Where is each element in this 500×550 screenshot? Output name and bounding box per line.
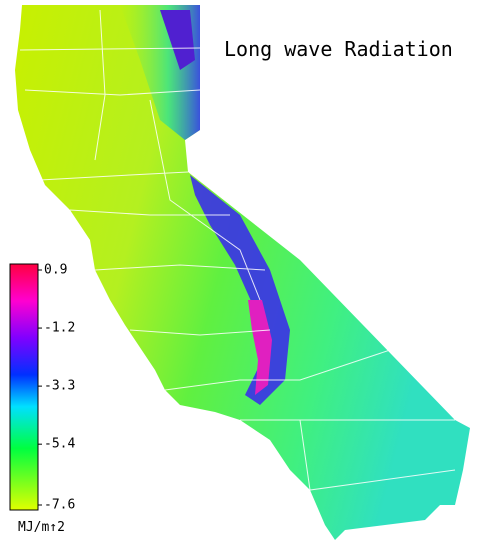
county-line (94, 9, 106, 161)
california-land (15, 5, 470, 540)
county-line (299, 419, 456, 491)
colorbar-tick-label: -1.2 (44, 321, 75, 336)
colorbar-tick-label: 0.9 (44, 263, 67, 278)
county-line (94, 264, 266, 271)
county-line (19, 47, 201, 51)
colorbar-tick-label: -3.3 (44, 379, 75, 394)
county-line (129, 329, 271, 336)
colorbar (9, 263, 39, 511)
color-legend: 0.9 -1.2 -3.3 -5.4 -7.6 (9, 263, 75, 513)
colorbar-unit: MJ/m↑2 (18, 520, 65, 535)
county-line (69, 209, 230, 216)
county-line (164, 349, 391, 391)
colorbar-tick-label: -5.4 (44, 437, 75, 452)
sierra-peak (248, 300, 272, 395)
county-line (24, 89, 201, 96)
county-line (39, 171, 189, 181)
map-title: Long wave Radiation (224, 37, 453, 61)
county-line (149, 99, 261, 301)
sierra-north (160, 10, 195, 70)
county-lines (19, 9, 456, 491)
colorbar-tick-label: -7.6 (44, 498, 75, 513)
